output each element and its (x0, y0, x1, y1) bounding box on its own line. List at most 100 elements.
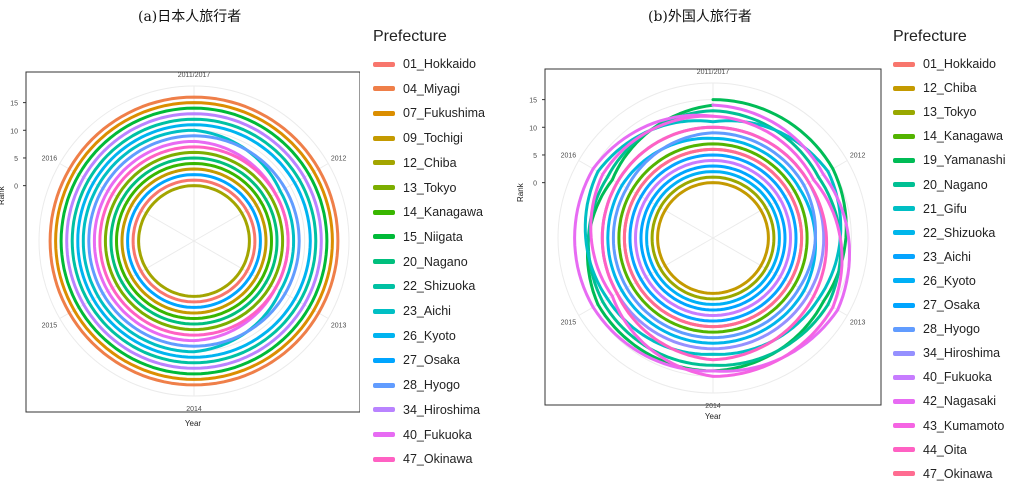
r-tick-label: 15 (529, 98, 537, 105)
series-line-12_Chiba (656, 181, 770, 295)
legend-item: 44_Oita (893, 440, 967, 460)
panel-foreign-travelers: (b)外国人旅行者 2011/2017 2012 2013 2014 2015 2016 0… (510, 0, 1020, 500)
legend-label: 09_Tochigi (403, 131, 463, 146)
legend-key (373, 308, 395, 314)
chart-title: (b)外国人旅行者 (648, 9, 752, 25)
legend-item: 14_Kanagawa (373, 202, 483, 222)
series-line-01_Hokkaido (131, 178, 257, 304)
legend-item: 14_Kanagawa (893, 126, 1003, 146)
r-tick-label: 10 (529, 125, 537, 132)
series-line-28_Hyogo (611, 131, 817, 340)
legend-key (373, 234, 395, 240)
legend-key (893, 350, 915, 356)
legend-label: 27_Osaka (403, 353, 460, 368)
legend-item: 09_Tochigi (373, 128, 463, 148)
legend-item: 34_Hiroshima (373, 400, 480, 420)
legend-key (373, 456, 395, 462)
legend-item: 12_Chiba (893, 78, 977, 98)
legend-key (893, 85, 915, 91)
panel-japanese-travelers: (a)日本人旅行者 2011/2017 2012 2013 2014 2015 2016 0… (0, 9, 485, 467)
legend-key (373, 185, 395, 190)
r-tick-label: 0 (14, 184, 18, 191)
legend-key (373, 160, 395, 166)
series-line-26_Kyoto (76, 123, 312, 359)
legend-key (893, 374, 915, 380)
series-line-14_Kanagawa (115, 162, 273, 320)
legend-item: 04_Miyagi (373, 79, 460, 99)
legend-key (373, 209, 395, 215)
theta-tick-label: 2013 (850, 320, 866, 327)
legend-key (893, 109, 915, 115)
series-line-26_Kyoto (645, 170, 781, 306)
legend-key (893, 326, 915, 332)
r-tick-label: 10 (10, 128, 18, 135)
legend-label: 13_Tokyo (403, 180, 457, 195)
series-line-27_Osaka (126, 173, 262, 309)
series-line-47_Okinawa (622, 147, 804, 329)
legend-item: 27_Osaka (373, 350, 460, 370)
series-line-28_Hyogo (87, 134, 301, 348)
r-tick-label: 0 (533, 181, 537, 188)
legend-item: 28_Hyogo (373, 375, 460, 395)
legend-key (893, 157, 915, 163)
legend-label: 42_Nagasaki (923, 394, 996, 409)
legend-item: 40_Fukuoka (893, 367, 992, 387)
legend-key (893, 278, 915, 284)
x-axis-title: Year (185, 419, 202, 428)
legend-item: 19_Yamanashi (893, 150, 1005, 170)
legend-label: 19_Yamanashi (923, 153, 1006, 168)
legend-item: 23_Aichi (893, 247, 971, 267)
legend-title: Prefecture (373, 28, 447, 45)
r-tick-label: 5 (14, 156, 18, 163)
legend-item: 01_Hokkaido (373, 54, 476, 74)
legend-label: 14_Kanagawa (923, 129, 1003, 144)
legend-label: 40_Fukuoka (403, 427, 472, 442)
series-line-40_Fukuoka (634, 159, 792, 317)
legend-key (373, 382, 395, 388)
polar-chart-japanese: 2011/2017 2012 2013 2014 2015 2016 0 5 10 15 Year R… (0, 71, 360, 428)
theta-tick-label: 2011/2017 (697, 69, 730, 76)
series-line-13_Tokyo (103, 150, 285, 332)
legend-label: 43_Kumamoto (923, 418, 1005, 433)
legend-label: 44_Oita (923, 442, 967, 457)
theta-tick-label: 2015 (561, 320, 577, 327)
series-line-42_Nagasaki (573, 103, 851, 373)
legend-item: 43_Kumamoto (893, 416, 1004, 436)
series-line-27_Osaka (639, 164, 787, 312)
legend-item: 13_Tokyo (373, 178, 457, 198)
legend-item: 15_Niigata (373, 227, 463, 247)
legend-key (893, 302, 915, 308)
legend-label: 47_Okinawa (403, 452, 473, 467)
theta-tick-label: 2015 (42, 323, 58, 330)
legend-key (893, 398, 915, 404)
legend-key (893, 206, 915, 212)
series-line-12_Chiba (137, 184, 251, 298)
series-line-47_Okinawa (98, 145, 290, 337)
legend-item: 42_Nagasaki (893, 391, 996, 411)
legend-key (373, 357, 395, 363)
legend-label: 07_Fukushima (403, 106, 485, 121)
legend-item: 20_Nagano (373, 252, 468, 272)
legend-label: 01_Hokkaido (403, 57, 476, 71)
theta-tick-label: 2012 (850, 153, 866, 160)
legend-label: 40_Fukuoka (923, 370, 992, 385)
series-line-04_Miyagi (48, 95, 340, 387)
legend-key (893, 447, 915, 453)
series-line-09_Tochigi (120, 167, 268, 315)
legend-key (893, 254, 915, 260)
legend-item: 21_Gifu (893, 199, 967, 219)
theta-tick-label: 2012 (331, 156, 347, 163)
legend-label: 20_Nagano (923, 177, 988, 192)
legend-key (373, 135, 395, 141)
series-line-20_Nagano (586, 109, 843, 367)
legend-label: 27_Osaka (923, 298, 980, 312)
legend-item: 40_Fukuoka (373, 425, 472, 445)
legend-item: 12_Chiba (373, 153, 457, 173)
legend-item: 27_Osaka (893, 295, 980, 315)
legend-key (373, 283, 395, 289)
theta-tick-label: 2016 (561, 153, 577, 160)
legend-label: 01_Hokkaido (923, 57, 996, 71)
legend-key (893, 133, 915, 139)
legend-key (893, 230, 915, 236)
series-line-07_Fukushima (54, 101, 334, 381)
